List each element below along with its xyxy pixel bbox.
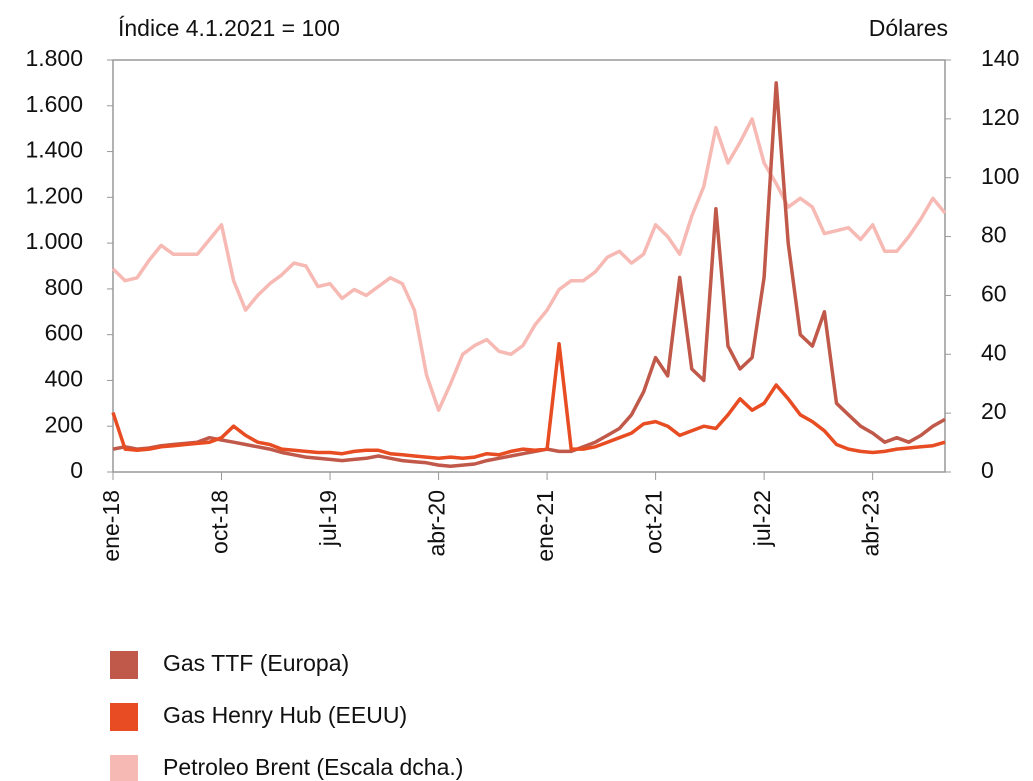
y2-tick-label: 80 [981, 222, 1007, 248]
x-tick-label: oct-18 [207, 490, 233, 554]
series-line [111, 342, 946, 461]
y-tick-label: 1.000 [25, 228, 83, 254]
x-tick-label: abr-20 [424, 490, 450, 556]
legend-label: Gas Henry Hub (EEUU) [163, 702, 407, 728]
y2-axis-label: Dólares [869, 15, 948, 41]
legend-label: Petroleo Brent (Escala dcha.) [163, 754, 463, 780]
y2-tick-label: 60 [981, 281, 1007, 307]
y2-tick-label: 120 [981, 104, 1019, 130]
series-line [112, 81, 946, 469]
y2-tick-label: 40 [981, 339, 1007, 365]
y-tick-label: 600 [45, 320, 83, 346]
x-tick-label: jul-22 [749, 490, 775, 547]
y2-tick-label: 140 [981, 45, 1019, 71]
y-tick-label: 1.200 [25, 182, 83, 208]
x-tick-label: ene-18 [98, 490, 124, 562]
series-line [111, 117, 947, 412]
x-tick-label: jul-19 [315, 490, 341, 547]
x-tick-label: abr-23 [858, 490, 884, 556]
legend-swatch [110, 651, 138, 679]
y-tick-label: 400 [45, 366, 83, 392]
y2-tick-label: 20 [981, 398, 1007, 424]
y-tick-label: 1.600 [25, 91, 83, 117]
x-tick-label: ene-21 [532, 490, 558, 562]
y-tick-label: 800 [45, 274, 83, 300]
y2-tick-label: 0 [981, 457, 994, 483]
y-tick-label: 1.800 [25, 45, 83, 71]
y-tick-label: 1.400 [25, 137, 83, 163]
x-tick-label: oct-21 [641, 490, 667, 554]
y2-tick-label: 100 [981, 163, 1019, 189]
legend-swatch [110, 755, 138, 781]
y-tick-label: 200 [45, 411, 83, 437]
legend-label: Gas TTF (Europa) [163, 650, 349, 676]
y-tick-label: 0 [70, 457, 83, 483]
legend-swatch [110, 703, 138, 731]
plot-frame [112, 59, 946, 473]
y-axis-label: Índice 4.1.2021 = 100 [118, 15, 340, 41]
